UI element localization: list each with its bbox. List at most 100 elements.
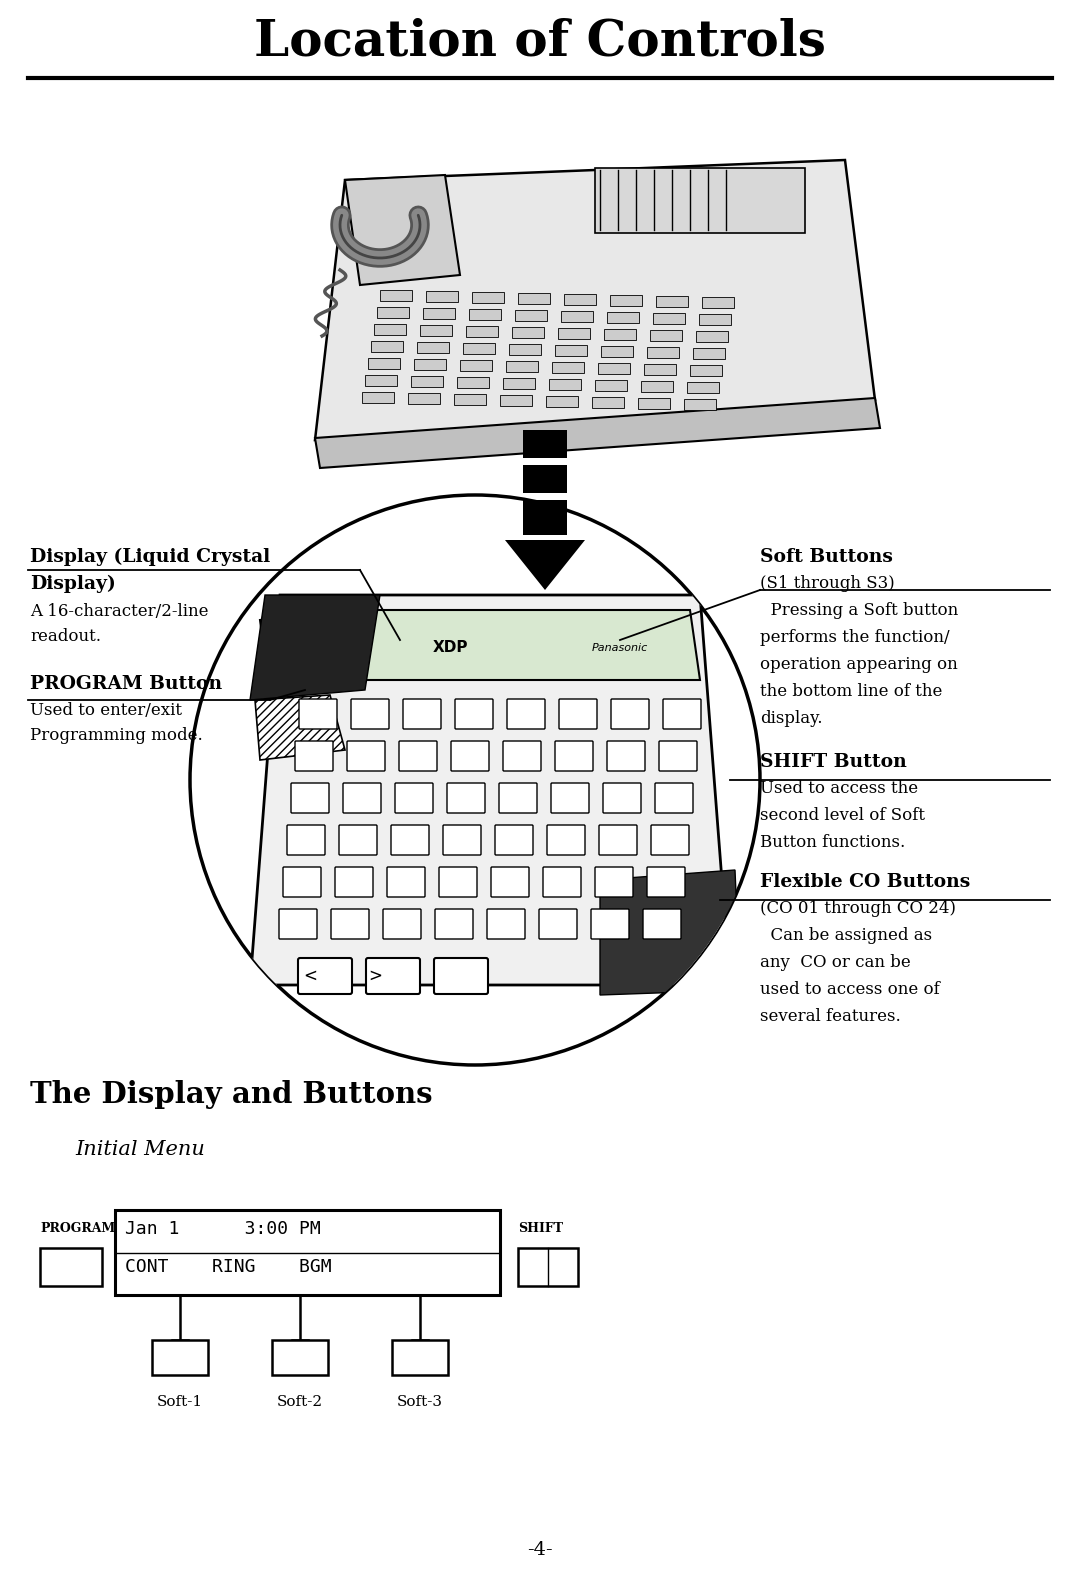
Text: <: <	[303, 966, 318, 985]
Bar	[469, 309, 501, 320]
FancyBboxPatch shape	[347, 740, 384, 771]
Bar	[40, 1248, 102, 1286]
Polygon shape	[260, 610, 355, 696]
FancyBboxPatch shape	[387, 868, 426, 896]
Bar	[518, 1248, 578, 1286]
Text: the bottom line of the: the bottom line of the	[760, 683, 943, 700]
Bar	[699, 314, 731, 325]
FancyBboxPatch shape	[651, 825, 689, 855]
Text: operation appearing on: operation appearing on	[760, 656, 958, 673]
Text: Initial Menu: Initial Menu	[75, 1140, 205, 1159]
Bar	[684, 400, 716, 411]
Text: (CO 01 through CO 24): (CO 01 through CO 24)	[760, 899, 956, 917]
Bar	[564, 295, 596, 306]
Text: performs the function/: performs the function/	[760, 629, 949, 646]
Bar	[558, 328, 590, 339]
Bar	[420, 325, 453, 336]
FancyBboxPatch shape	[383, 909, 421, 939]
Bar	[500, 395, 532, 406]
FancyBboxPatch shape	[295, 740, 333, 771]
FancyBboxPatch shape	[339, 825, 377, 855]
Bar	[656, 296, 688, 307]
Text: Button functions.: Button functions.	[760, 834, 905, 852]
Text: PROGRAM Button: PROGRAM Button	[30, 675, 222, 693]
Bar	[411, 376, 443, 387]
Bar	[426, 291, 458, 302]
FancyBboxPatch shape	[555, 740, 593, 771]
Text: (S1 through S3): (S1 through S3)	[760, 575, 894, 592]
Bar	[549, 379, 581, 390]
Bar	[693, 349, 725, 360]
FancyBboxPatch shape	[287, 825, 325, 855]
Bar	[152, 1340, 208, 1375]
Text: CONT    RING    BGM: CONT RING BGM	[125, 1258, 332, 1275]
FancyBboxPatch shape	[391, 825, 429, 855]
Circle shape	[190, 495, 760, 1065]
FancyBboxPatch shape	[403, 699, 441, 729]
FancyBboxPatch shape	[599, 825, 637, 855]
FancyBboxPatch shape	[539, 909, 577, 939]
Text: The Display and Buttons: The Display and Buttons	[30, 1079, 433, 1110]
Bar	[600, 345, 633, 357]
FancyBboxPatch shape	[503, 740, 541, 771]
Bar	[595, 380, 627, 392]
Bar	[552, 361, 584, 373]
FancyBboxPatch shape	[591, 909, 629, 939]
Text: readout.: readout.	[30, 627, 102, 645]
Text: Display (Liquid Crystal: Display (Liquid Crystal	[30, 548, 270, 567]
Bar	[362, 392, 394, 403]
FancyBboxPatch shape	[647, 868, 685, 896]
FancyBboxPatch shape	[335, 868, 373, 896]
Bar	[460, 360, 492, 371]
Bar	[465, 326, 498, 338]
Bar	[598, 363, 630, 374]
Bar	[380, 290, 411, 301]
Text: XDP: XDP	[432, 640, 468, 656]
Bar	[457, 377, 489, 388]
Bar	[463, 342, 495, 353]
FancyBboxPatch shape	[663, 699, 701, 729]
Polygon shape	[255, 696, 345, 759]
Bar	[272, 1340, 328, 1375]
FancyBboxPatch shape	[654, 783, 693, 814]
Bar	[650, 330, 681, 341]
Bar	[555, 345, 588, 357]
Text: Used to enter/exit: Used to enter/exit	[30, 702, 183, 720]
Bar	[377, 307, 409, 318]
Bar	[638, 398, 670, 409]
Polygon shape	[600, 869, 740, 995]
FancyBboxPatch shape	[447, 783, 485, 814]
FancyBboxPatch shape	[595, 868, 633, 896]
Bar	[561, 310, 593, 322]
Polygon shape	[315, 398, 880, 468]
Text: several features.: several features.	[760, 1008, 901, 1025]
FancyBboxPatch shape	[603, 783, 642, 814]
Bar	[653, 314, 685, 325]
Polygon shape	[249, 595, 730, 985]
Bar	[365, 376, 397, 385]
Text: Jan 1      3:00 PM: Jan 1 3:00 PM	[125, 1219, 321, 1239]
Bar	[512, 326, 544, 338]
FancyBboxPatch shape	[487, 909, 525, 939]
FancyBboxPatch shape	[298, 958, 352, 993]
Text: display.: display.	[760, 710, 823, 728]
FancyBboxPatch shape	[438, 868, 477, 896]
Text: PROGRAM: PROGRAM	[40, 1223, 116, 1235]
Text: any  CO or can be: any CO or can be	[760, 954, 910, 971]
FancyBboxPatch shape	[491, 868, 529, 896]
Bar	[515, 310, 546, 322]
Text: second level of Soft: second level of Soft	[760, 807, 924, 825]
Bar	[523, 465, 567, 494]
FancyBboxPatch shape	[395, 783, 433, 814]
Text: Location of Controls: Location of Controls	[254, 18, 826, 67]
Bar	[604, 330, 636, 341]
Bar	[690, 365, 723, 376]
Bar	[509, 344, 541, 355]
Text: Pressing a Soft button: Pressing a Soft button	[760, 602, 958, 619]
FancyBboxPatch shape	[399, 740, 437, 771]
Bar	[518, 293, 550, 304]
Bar	[647, 347, 679, 358]
Bar	[687, 382, 719, 393]
FancyBboxPatch shape	[643, 909, 681, 939]
Bar	[392, 1340, 448, 1375]
